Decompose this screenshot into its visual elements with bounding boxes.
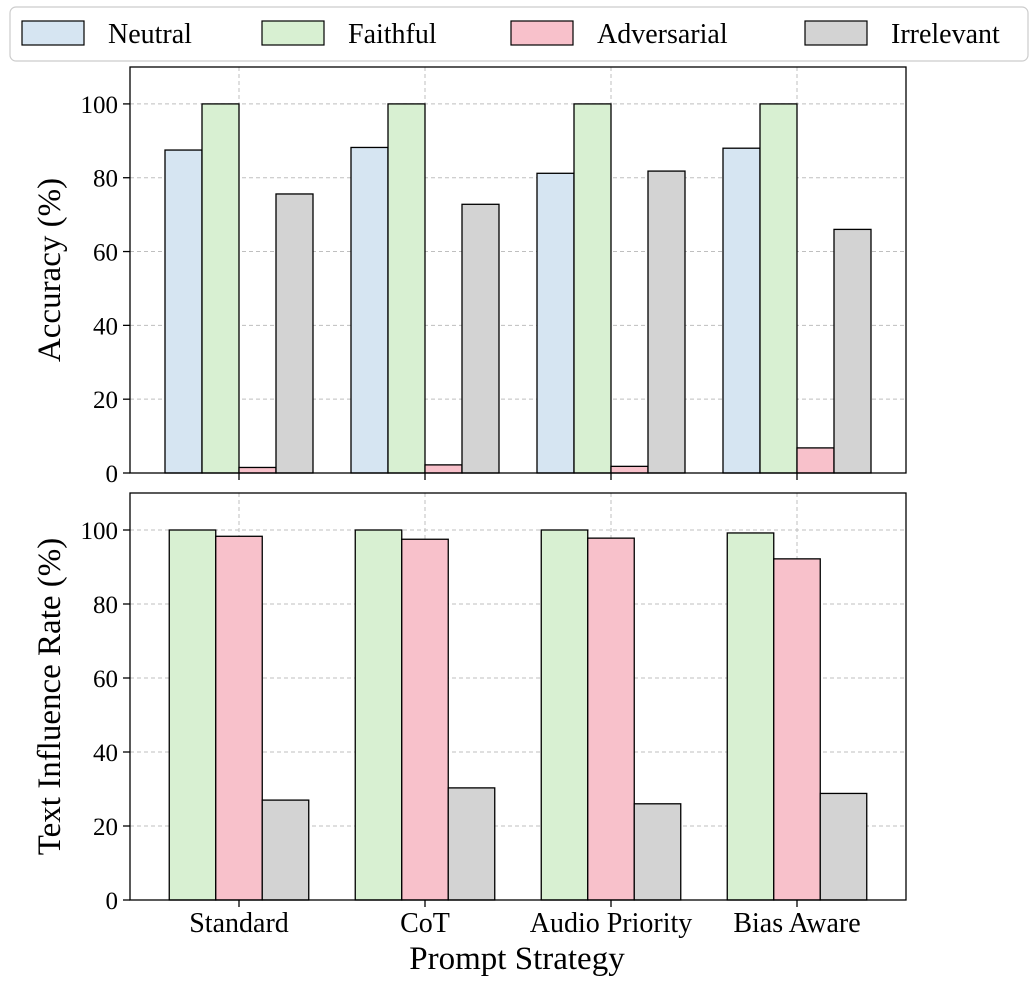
bar-accuracy-bias-aware-neutral (722, 147, 761, 474)
y-tick-label-100: 100 (81, 92, 119, 119)
bar-accuracy-cot-adversarial (424, 464, 463, 474)
y-axis-title-accuracy: Accuracy (%) (32, 178, 68, 362)
plot-frame-text-influence (129, 492, 907, 901)
legend-item-irrelevant: Irrelevant (804, 19, 1000, 50)
y-tick-label-20: 20 (93, 814, 118, 841)
bar-accuracy-standard-faithful (201, 103, 240, 474)
bar-accuracy-audio-priority-neutral (536, 172, 575, 474)
panel-text-influence: 0 20 40 60 80 100 Text Influence Rate (%) Stand… (32, 492, 907, 939)
legend-item-faithful: Faithful (261, 19, 437, 50)
legend-item-adversarial: Adversarial (510, 19, 728, 50)
panel-accuracy: 0 20 40 60 80 100 Accuracy (%) (32, 66, 907, 488)
y-tick-label-40: 40 (93, 740, 118, 767)
bar-accuracy-standard-adversarial (238, 466, 277, 474)
legend-swatch-neutral (21, 20, 85, 46)
y-tick-label-0: 0 (106, 461, 119, 488)
x-tick-label-standard: Standard (189, 908, 289, 939)
legend-item-neutral: Neutral (21, 19, 192, 50)
y-tick-label-20: 20 (93, 387, 118, 414)
bar-accuracy-bias-aware-adversarial (796, 447, 835, 474)
y-tick-label-80: 80 (93, 166, 118, 193)
bar-text-influence-standard-adversarial (215, 535, 263, 901)
bar-text-influence-cot-faithful (354, 529, 403, 901)
bar-accuracy-audio-priority-irrelevant (647, 170, 686, 474)
bar-accuracy-standard-irrelevant (275, 193, 314, 474)
bar-text-influence-bias-aware-adversarial (773, 558, 821, 901)
bar-text-influence-cot-adversarial (401, 538, 449, 901)
bar-accuracy-standard-neutral (164, 149, 203, 474)
bar-text-influence-standard-faithful (168, 529, 217, 901)
bar-text-influence-audio-priority-irrelevant (633, 803, 682, 901)
bar-accuracy-bias-aware-irrelevant (833, 228, 872, 474)
x-tick-label-audio-priority: Audio Priority (530, 908, 693, 939)
y-tick-label-40: 40 (93, 313, 118, 340)
bar-accuracy-cot-neutral (350, 146, 389, 474)
y-tick-label-60: 60 (93, 666, 118, 693)
bar-text-influence-audio-priority-adversarial (587, 537, 635, 901)
bar-accuracy-cot-irrelevant (461, 203, 500, 474)
bar-accuracy-bias-aware-faithful (759, 103, 798, 474)
legend-swatch-irrelevant (804, 20, 868, 46)
bar-text-influence-bias-aware-faithful (726, 532, 775, 901)
y-tick-label-100: 100 (81, 518, 119, 545)
bar-accuracy-audio-priority-faithful (573, 103, 612, 474)
bar-text-influence-bias-aware-irrelevant (819, 792, 868, 901)
x-axis-title: Prompt Strategy (409, 941, 625, 977)
y-axis-title-text-influence: Text Influence Rate (%) (32, 538, 68, 855)
bar-text-influence-standard-irrelevant (261, 799, 310, 901)
bar-accuracy-cot-faithful (387, 103, 426, 474)
legend-label-adversarial: Adversarial (597, 19, 728, 50)
x-tick-label-cot: CoT (400, 908, 450, 939)
y-tick-label-60: 60 (93, 240, 118, 267)
y-tick-label-80: 80 (93, 592, 118, 619)
bar-text-influence-audio-priority-faithful (540, 529, 589, 901)
legend-label-irrelevant: Irrelevant (891, 19, 1000, 50)
y-tick-label-0: 0 (106, 888, 119, 915)
legend: Neutral Faithful Adversarial Irrelevant (9, 6, 1029, 62)
legend-label-neutral: Neutral (108, 19, 192, 50)
legend-swatch-faithful (261, 20, 325, 46)
legend-swatch-adversarial (510, 20, 574, 46)
bar-text-influence-cot-irrelevant (447, 787, 496, 901)
bar-accuracy-audio-priority-adversarial (610, 465, 649, 474)
x-tick-label-bias-aware: Bias Aware (733, 908, 860, 939)
legend-label-faithful: Faithful (348, 19, 437, 50)
plot-frame-accuracy (129, 66, 907, 474)
